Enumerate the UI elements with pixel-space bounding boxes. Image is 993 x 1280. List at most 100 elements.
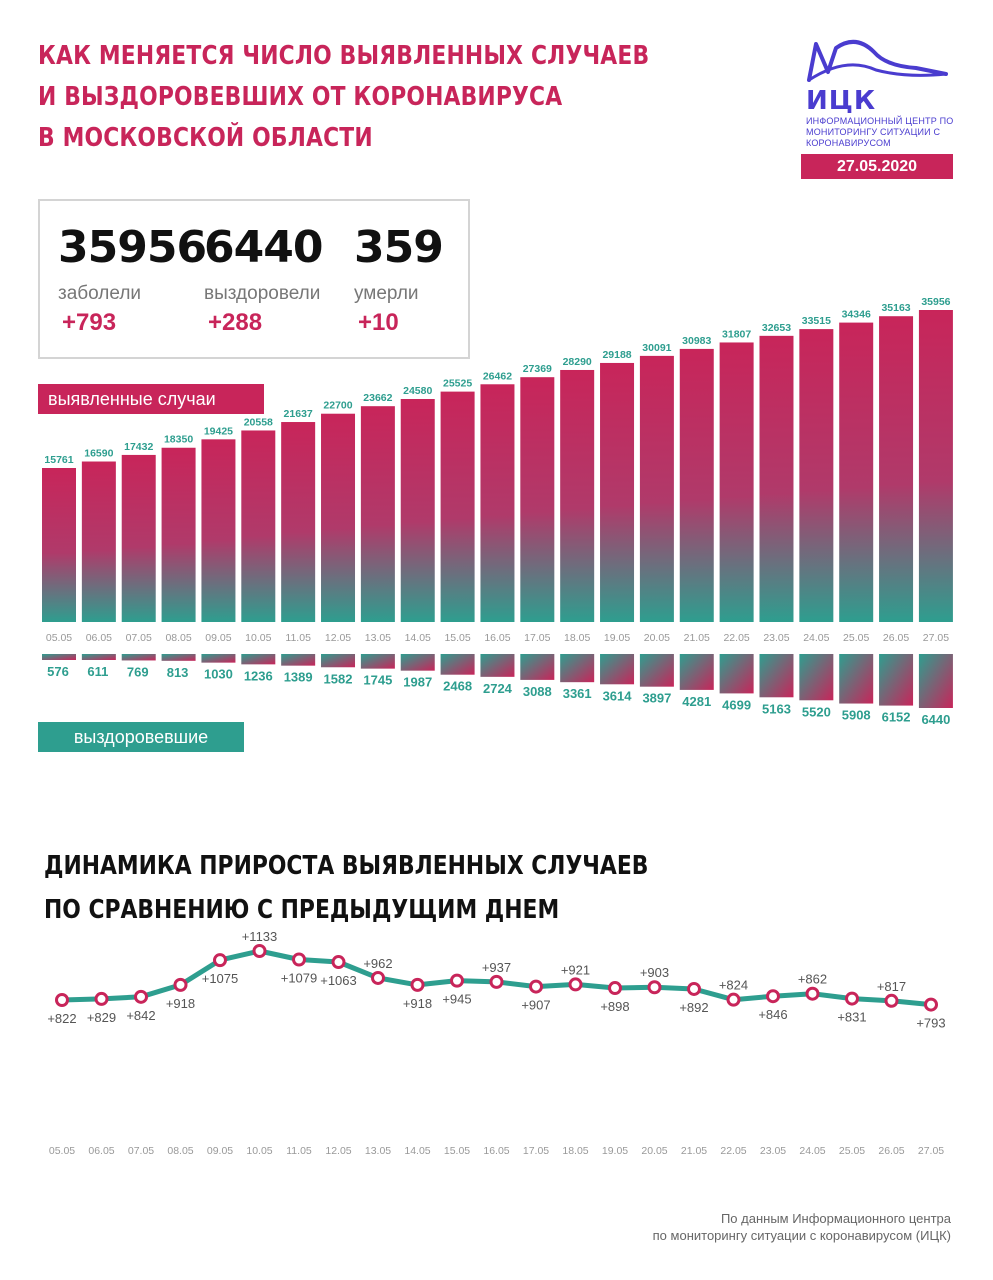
cases-bar-label: 20558 bbox=[244, 416, 273, 428]
cases-legend-tag: выявленные случаи bbox=[38, 384, 264, 414]
growth-point-label: +903 bbox=[640, 965, 669, 980]
x-tick-label: 22.05 bbox=[723, 632, 749, 644]
growth-x-tick-label: 05.05 bbox=[49, 1145, 75, 1157]
growth-point-label: +842 bbox=[126, 1008, 155, 1023]
growth-point-label: +898 bbox=[600, 999, 629, 1014]
growth-point-label: +921 bbox=[561, 962, 590, 977]
cases-bar bbox=[42, 468, 76, 622]
growth-x-tick-label: 23.05 bbox=[760, 1145, 786, 1157]
recovered-bar bbox=[520, 654, 555, 680]
recovered-bar-label: 5520 bbox=[802, 704, 831, 719]
cases-bar bbox=[360, 406, 395, 622]
x-tick-label: 17.05 bbox=[524, 632, 550, 644]
growth-x-tick-label: 16.05 bbox=[483, 1145, 509, 1157]
recovered-legend-tag: выздоровевшие bbox=[38, 722, 244, 752]
x-tick-label: 10.05 bbox=[245, 632, 271, 644]
cases-bar bbox=[321, 413, 356, 622]
x-tick-label: 12.05 bbox=[325, 632, 351, 644]
x-tick-label: 16.05 bbox=[484, 632, 510, 644]
growth-point bbox=[55, 993, 69, 1007]
growth-point-label: +1133 bbox=[242, 929, 278, 944]
growth-x-tick-label: 08.05 bbox=[167, 1145, 193, 1157]
growth-point-label: +892 bbox=[679, 1000, 708, 1015]
growth-line-chart: +822 05.05 +829 06.05 +842 07.05 +918 08.05 +107… bbox=[47, 929, 945, 1157]
growth-x-tick-label: 15.05 bbox=[444, 1145, 470, 1157]
cases-bar-label: 23662 bbox=[363, 392, 392, 404]
growth-point bbox=[845, 991, 859, 1006]
cases-bar bbox=[520, 377, 555, 622]
recovered-bar-label: 1582 bbox=[324, 671, 353, 686]
cases-bar-label: 30091 bbox=[642, 342, 671, 354]
cases-bar bbox=[759, 335, 794, 622]
growth-point bbox=[213, 953, 227, 968]
recovered-bar bbox=[839, 654, 874, 704]
cases-bar-label: 24580 bbox=[403, 385, 432, 397]
recovered-bar bbox=[879, 654, 914, 706]
growth-point bbox=[173, 977, 188, 992]
growth-point-label: +862 bbox=[798, 972, 827, 987]
growth-point bbox=[924, 997, 938, 1012]
growth-x-tick-label: 13.05 bbox=[365, 1145, 391, 1157]
recovered-bar-label: 1236 bbox=[244, 668, 273, 683]
cases-bar bbox=[480, 384, 515, 622]
cases-bar-label: 25525 bbox=[443, 378, 472, 390]
growth-x-tick-label: 11.05 bbox=[286, 1145, 312, 1157]
source-line-1: По данным Информационного центра bbox=[720, 1211, 951, 1226]
recovered-bar bbox=[679, 654, 714, 690]
growth-point bbox=[766, 989, 780, 1004]
cases-bar bbox=[639, 355, 674, 622]
stat-infected-label: заболели bbox=[58, 283, 142, 304]
growth-point-label: +1079 bbox=[281, 971, 318, 986]
cases-bar-label: 26462 bbox=[483, 370, 512, 382]
recovered-bar bbox=[480, 654, 515, 677]
x-tick-label: 08.05 bbox=[165, 632, 191, 644]
x-tick-label: 14.05 bbox=[405, 632, 431, 644]
cases-bar bbox=[400, 399, 435, 622]
logo-icon bbox=[807, 40, 948, 82]
cases-bar bbox=[241, 430, 276, 622]
recovered-bar bbox=[639, 654, 674, 687]
recovered-bar-label: 1389 bbox=[284, 670, 313, 685]
x-tick-label: 05.05 bbox=[46, 632, 72, 644]
recovered-bar bbox=[321, 654, 356, 668]
page-title: Как меняется число выявленных случаев и … bbox=[38, 36, 649, 159]
growth-point-label: +907 bbox=[521, 998, 550, 1013]
growth-section-title: Динамика прироста выявленных случаев по … bbox=[44, 844, 648, 932]
growth-point-label: +937 bbox=[482, 960, 511, 975]
cases-bar bbox=[799, 329, 834, 622]
stat-deaths-label: умерли bbox=[354, 283, 419, 304]
growth-x-tick-label: 24.05 bbox=[799, 1145, 825, 1157]
growth-point-label: +962 bbox=[363, 956, 392, 971]
growth-x-tick-label: 21.05 bbox=[681, 1145, 707, 1157]
x-tick-label: 13.05 bbox=[365, 632, 391, 644]
recovered-bar bbox=[161, 654, 196, 661]
cases-bar-label: 29188 bbox=[602, 349, 631, 361]
recovered-bar-label: 3614 bbox=[603, 688, 633, 703]
stat-recovered-label: выздоровели bbox=[204, 283, 321, 304]
cases-bar-label: 33515 bbox=[802, 315, 831, 327]
cases-bar-label: 35163 bbox=[881, 302, 910, 314]
growth-point-label: +846 bbox=[758, 1007, 787, 1022]
recovered-bar bbox=[759, 654, 794, 698]
recovered-bar bbox=[201, 654, 236, 663]
cases-bar bbox=[161, 447, 196, 622]
cases-bar bbox=[879, 316, 914, 622]
growth-x-tick-label: 10.05 bbox=[246, 1145, 272, 1157]
growth-point bbox=[805, 986, 820, 1001]
growth-x-tick-label: 06.05 bbox=[88, 1145, 114, 1157]
cases-bar bbox=[560, 369, 595, 622]
x-tick-label: 27.05 bbox=[923, 632, 949, 644]
growth-point bbox=[884, 993, 899, 1008]
recovered-bar-label: 611 bbox=[87, 664, 108, 679]
growth-point-label: +1063 bbox=[320, 973, 357, 988]
date-badge: 27.05.2020 bbox=[801, 154, 953, 179]
growth-point-label: +829 bbox=[87, 1010, 116, 1025]
cases-bar-label: 17432 bbox=[124, 441, 153, 453]
cases-bar bbox=[81, 461, 116, 622]
growth-x-tick-label: 17.05 bbox=[523, 1145, 549, 1157]
stat-recovered-increment: +288 bbox=[208, 309, 263, 336]
cases-bar-chart: 15761 05.05 16590 06.05 17432 07.05 18350 08.05… bbox=[42, 296, 953, 644]
stat-deaths: 359 умерли +10 bbox=[354, 223, 444, 337]
recovered-bar-label: 5908 bbox=[842, 708, 871, 723]
